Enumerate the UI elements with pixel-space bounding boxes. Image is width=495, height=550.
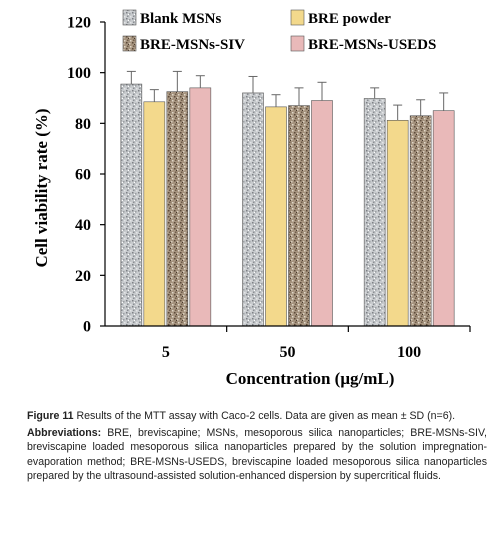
figure-text: Results of the MTT assay with Caco-2 cel… bbox=[76, 410, 456, 422]
y-axis-title: Cell viability rate (%) bbox=[32, 108, 51, 267]
y-tick-label: 120 bbox=[67, 15, 91, 32]
y-tick-label: 80 bbox=[75, 116, 91, 133]
legend-label: BRE-MSNs-SIV bbox=[140, 37, 245, 53]
legend-swatch bbox=[122, 35, 137, 52]
error-bars bbox=[126, 70, 449, 121]
x-axis-title: Concentration (μg/mL) bbox=[226, 369, 395, 388]
legend-swatch bbox=[290, 9, 305, 26]
y-tick-label: 40 bbox=[75, 217, 91, 234]
abbreviations-text: BRE, breviscapine; MSNs, mesoporous sili… bbox=[27, 427, 487, 482]
bar bbox=[143, 101, 166, 327]
axes: 0 20 40 60 80 100 120 5 50 100 bbox=[67, 15, 471, 361]
bar bbox=[166, 91, 189, 327]
bar-chart: Blank MSNs BRE powder BRE-MSNs-SIV BRE-MSNs… bbox=[32, 9, 471, 388]
bar bbox=[189, 87, 212, 327]
bar bbox=[363, 98, 386, 327]
bar bbox=[120, 83, 143, 327]
figure-caption: Figure 11 Results of the MTT assay with … bbox=[27, 409, 487, 486]
x-tick-label: 100 bbox=[397, 344, 421, 361]
bars bbox=[120, 83, 455, 327]
bar bbox=[265, 106, 287, 327]
bar bbox=[386, 119, 409, 327]
legend: Blank MSNs BRE powder BRE-MSNs-SIV BRE-MSNs… bbox=[122, 9, 436, 53]
bar bbox=[409, 115, 432, 327]
legend-label: BRE-MSNs-USEDS bbox=[308, 37, 436, 53]
legend-swatch bbox=[122, 9, 137, 26]
figure-caption-line: Figure 11 Results of the MTT assay with … bbox=[27, 409, 487, 423]
y-tick-label: 20 bbox=[75, 268, 91, 285]
legend-label: BRE powder bbox=[308, 11, 391, 27]
y-tick-label: 0 bbox=[83, 319, 91, 336]
bar bbox=[242, 92, 264, 327]
figure-label: Figure 11 bbox=[27, 410, 74, 422]
abbreviations-label: Abbreviations: bbox=[27, 427, 102, 440]
legend-label: Blank MSNs bbox=[140, 11, 221, 27]
bar bbox=[311, 100, 333, 327]
y-tick-label: 100 bbox=[67, 65, 91, 82]
y-tick-label: 60 bbox=[75, 167, 91, 184]
x-tick-label: 50 bbox=[280, 344, 296, 361]
bar bbox=[432, 110, 455, 327]
legend-swatch bbox=[290, 35, 305, 52]
bar bbox=[288, 105, 310, 327]
abbreviations-line: Abbreviations: BRE, breviscapine; MSNs, … bbox=[27, 426, 487, 483]
x-tick-label: 5 bbox=[162, 344, 170, 361]
